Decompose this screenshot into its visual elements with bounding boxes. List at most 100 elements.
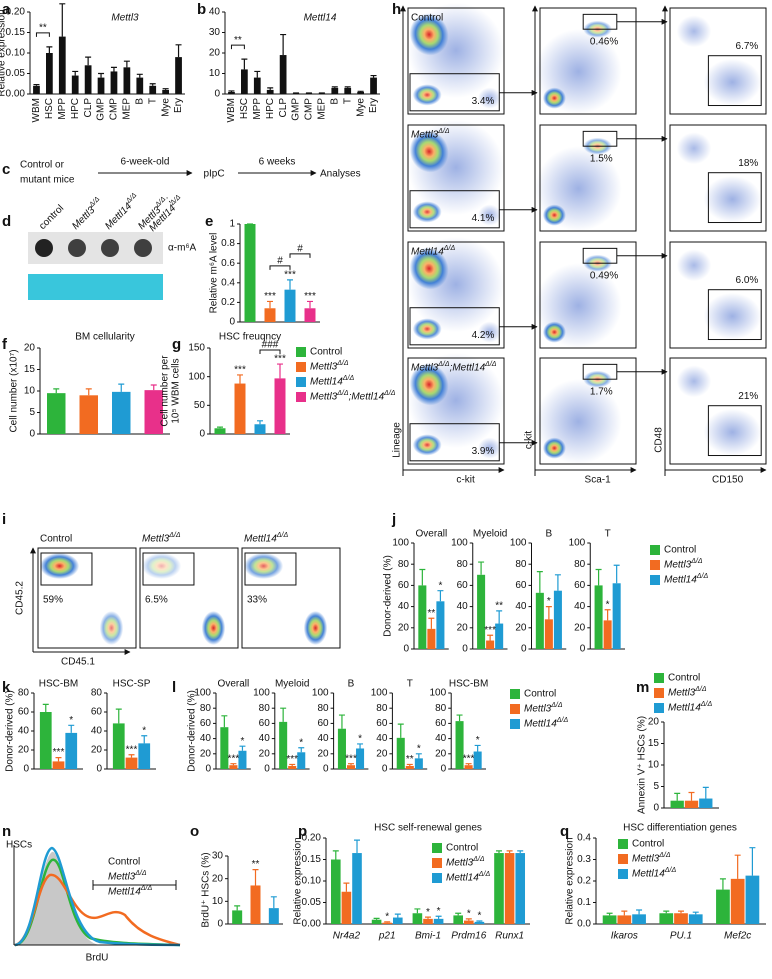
significance-label: * <box>467 908 471 919</box>
error-bar <box>307 300 313 309</box>
error-bar <box>162 88 169 90</box>
histogram-fill <box>15 851 100 945</box>
error-bar <box>506 850 513 854</box>
superscript: Δ/Δ <box>276 532 289 539</box>
bar <box>427 628 436 649</box>
gate-percent: 1.7% <box>590 387 613 398</box>
error-bar <box>234 905 241 911</box>
error-bar <box>425 916 431 919</box>
error-bar <box>487 634 494 641</box>
bar <box>138 743 151 769</box>
chart-title: HSC self-renewal genes <box>374 823 482 834</box>
density <box>99 611 124 645</box>
superscript: Δ/Δ <box>336 360 349 367</box>
error-bar <box>663 910 670 914</box>
superscript: Δ/Δ <box>169 194 183 208</box>
subplot-title: B <box>348 679 355 690</box>
superscript: Δ/Δ <box>383 390 396 397</box>
bar <box>52 761 65 769</box>
error-bar <box>636 909 643 915</box>
lane-label: control <box>37 203 66 232</box>
error-bar <box>384 921 391 923</box>
y-tick-label: 0.6 <box>221 258 235 269</box>
bar <box>474 921 485 924</box>
density <box>542 437 566 459</box>
error-bar <box>42 703 49 712</box>
x-tick-label: WBM <box>31 98 42 122</box>
y-tick-label: 20 <box>435 748 447 759</box>
lane-label: Mettl3Δ/Δ <box>69 196 105 232</box>
error-bar <box>280 33 287 56</box>
legend-label: Control <box>108 857 140 868</box>
error-bar <box>33 83 40 86</box>
bar <box>112 723 125 769</box>
bar <box>612 583 621 649</box>
y-tick-label: 40 <box>259 733 271 744</box>
legend-label: Mettl14Δ/Δ <box>446 871 490 883</box>
y-tick-label: 0 <box>323 764 329 775</box>
significance-label: *** <box>126 744 138 755</box>
y-tick-label: 80 <box>317 703 329 714</box>
legend-label: Control <box>310 347 342 358</box>
y-tick-label: 60 <box>457 580 469 591</box>
panel-label: k <box>2 679 11 696</box>
y-tick-label: 60 <box>376 718 388 729</box>
error-bar <box>604 609 611 621</box>
error-bar <box>455 912 462 916</box>
bar <box>84 65 92 94</box>
bar <box>229 765 238 769</box>
y-tick-label: 0 <box>96 764 102 775</box>
error-bar <box>270 896 277 909</box>
significance-label: * <box>385 911 389 922</box>
subplot-title: B <box>546 529 553 540</box>
bar <box>284 289 296 322</box>
bar <box>535 592 544 649</box>
plot-frame <box>37 547 137 649</box>
error-bar <box>415 753 422 759</box>
significance-label: *** <box>234 365 246 376</box>
y-axis-label: Relative m⁶A level <box>209 233 220 314</box>
gate-percent: 33% <box>247 595 267 606</box>
x-tick-label: Ikaros <box>611 931 638 942</box>
plot-frame <box>539 357 637 465</box>
error-bar <box>150 384 157 391</box>
bar <box>495 623 504 649</box>
legend-swatch <box>618 869 628 879</box>
bar <box>279 721 288 769</box>
bar <box>250 885 261 924</box>
x-axis-label: Sca-1 <box>585 475 612 486</box>
x-tick-label: GMP <box>291 98 302 121</box>
plot-frame <box>539 241 637 349</box>
legend-label: Mettl3Δ/Δ;Mettl14Δ/Δ <box>310 390 396 402</box>
error-bar <box>280 707 287 722</box>
significance-label: * <box>477 911 481 922</box>
error-bar <box>719 878 726 890</box>
y-axis-label: Donor-derived (%) <box>187 690 198 772</box>
y-tick-label: 0 <box>264 764 270 775</box>
bar <box>162 89 169 94</box>
y-tick-label: 100 <box>371 688 388 699</box>
bar <box>266 89 274 94</box>
y-tick-label: 60 <box>398 580 410 591</box>
y-axis-label: Donor-derived (%) <box>383 555 394 637</box>
error-bar <box>474 744 481 752</box>
y-tick-label: 0.00 <box>6 89 26 100</box>
x-tick-label: Nr4a2 <box>333 931 361 942</box>
y-tick-label: 0.4 <box>577 833 591 844</box>
x-tick-label: CLP <box>278 98 289 118</box>
bar <box>494 853 504 924</box>
bar <box>453 915 463 924</box>
legend-label: Mettl14Δ/Δ <box>524 717 568 729</box>
density <box>542 204 566 226</box>
bar <box>241 69 248 94</box>
superscript: Δ/Δ <box>134 870 147 877</box>
y-tick-label: 20 <box>317 748 329 759</box>
gate <box>244 552 297 586</box>
x-tick-label: Prdm16 <box>451 931 486 942</box>
bar <box>268 908 279 924</box>
density <box>542 321 566 343</box>
x-tick-label: Bmi-1 <box>415 931 441 942</box>
gate-percent: 6.5% <box>145 595 168 606</box>
error-bar <box>397 723 404 738</box>
density <box>703 408 762 456</box>
